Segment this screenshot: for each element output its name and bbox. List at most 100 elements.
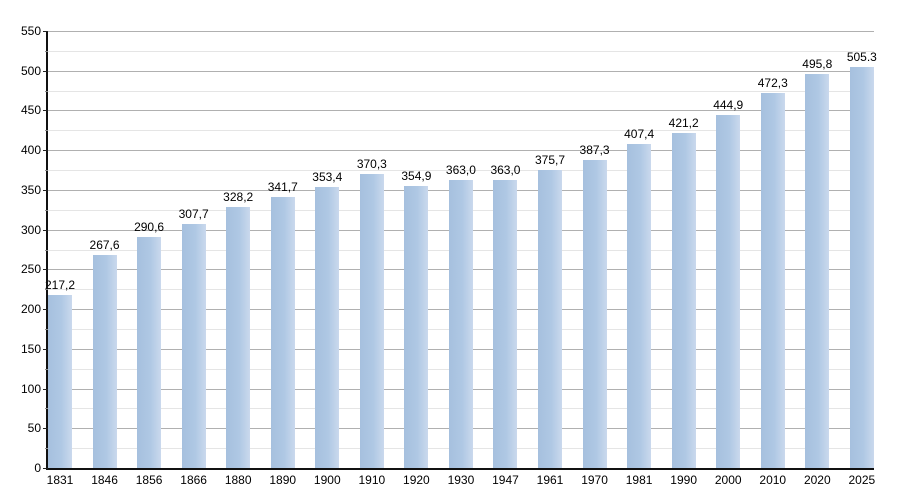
bar-value-label: 307,7 xyxy=(178,206,209,221)
x-axis-tick-label: 1831 xyxy=(46,473,74,487)
y-axis-tick-label: 0 xyxy=(34,461,41,475)
y-axis-minor-tick xyxy=(45,130,48,132)
bar xyxy=(226,207,251,468)
y-axis-minor-tick xyxy=(45,328,48,330)
bar-value-label: 328,2 xyxy=(223,190,254,205)
bar xyxy=(627,144,652,468)
bar-group: 375,7 1961 xyxy=(535,31,566,487)
bar xyxy=(671,133,696,468)
bar xyxy=(582,160,607,468)
x-axis-line xyxy=(46,468,874,470)
x-axis-tick-label: 1981 xyxy=(625,473,653,487)
y-axis-line xyxy=(46,31,48,470)
y-axis-minor-tick xyxy=(45,249,48,251)
bar-group: 387,3 1970 xyxy=(579,31,610,487)
bar-value-label: 495,8 xyxy=(802,57,833,72)
y-axis-major-tick xyxy=(43,428,48,430)
bar xyxy=(92,255,117,468)
bar xyxy=(48,295,72,468)
bar xyxy=(181,223,206,468)
y-axis-major-tick xyxy=(43,31,48,32)
y-axis-minor-tick xyxy=(45,408,48,410)
bar-value-label: 354,9 xyxy=(401,169,432,184)
bar-group: 495,8 2020 xyxy=(802,31,833,487)
bar-group: 444,9 2000 xyxy=(713,31,743,487)
y-axis-major-tick xyxy=(43,229,48,231)
bar xyxy=(315,187,340,468)
y-axis-major-tick xyxy=(43,189,48,191)
x-axis-tick-label: 1947 xyxy=(492,473,519,487)
bar xyxy=(448,179,473,468)
bar-value-label: 353,4 xyxy=(312,170,343,185)
bar-value-label: 387,3 xyxy=(579,143,610,158)
bar xyxy=(538,169,563,468)
bar-value-label: 375,7 xyxy=(535,152,566,167)
bar-value-label: 407,4 xyxy=(624,127,655,142)
y-axis-tick-label: 550 xyxy=(20,24,41,38)
bar-value-label: 217,2 xyxy=(44,278,76,293)
y-axis-minor-tick xyxy=(45,448,48,450)
y-axis-major-tick xyxy=(43,150,48,152)
bar-group: 267,6 1846 xyxy=(89,31,120,487)
bar-group: 421,2 1990 xyxy=(668,31,699,487)
minor-gridline xyxy=(48,170,874,172)
x-axis-tick-label: 2010 xyxy=(759,473,787,487)
y-axis-major-tick xyxy=(43,388,48,390)
x-axis-tick-label: 2025 xyxy=(848,473,876,487)
x-axis-tick-label: 1910 xyxy=(358,473,386,487)
bar xyxy=(137,237,162,468)
bar-value-label: 363,0 xyxy=(490,162,521,177)
x-axis-tick-label: 1961 xyxy=(536,473,564,487)
bar xyxy=(404,186,429,468)
major-gridline xyxy=(48,150,874,152)
x-axis-tick-label: 2000 xyxy=(714,473,742,487)
x-axis-tick-label: 1920 xyxy=(403,473,430,487)
major-gridline xyxy=(48,110,874,112)
x-axis-tick-label: 2020 xyxy=(803,473,831,487)
bar xyxy=(760,92,785,468)
bar-group: 370,3 1910 xyxy=(357,31,387,487)
y-axis-major-tick xyxy=(43,309,48,311)
bar-value-label: 363,0 xyxy=(445,162,476,177)
x-axis-tick-label: 1900 xyxy=(313,473,341,487)
x-axis-tick-label: 1970 xyxy=(581,473,608,487)
bar-value-label: 290,6 xyxy=(134,220,165,235)
y-axis-tick-label: 100 xyxy=(20,381,41,396)
bar xyxy=(849,66,874,468)
bar-group: 354,9 1920 xyxy=(401,31,432,487)
y-axis-tick-label: 350 xyxy=(20,182,41,197)
y-axis-major-tick xyxy=(43,468,48,469)
y-axis-minor-tick xyxy=(45,170,48,172)
bar xyxy=(270,196,295,468)
minor-gridline xyxy=(48,50,874,52)
bar-group: 217,2 1831 xyxy=(44,31,76,487)
x-axis-tick-label: 1866 xyxy=(180,473,207,487)
x-axis-tick-label: 1880 xyxy=(224,473,252,487)
bar-group: 363,0 1930 xyxy=(445,31,476,487)
y-axis-tick-label: 500 xyxy=(20,63,41,78)
bar-value-label: 505.3 xyxy=(846,49,877,64)
y-axis-tick-label: 50 xyxy=(27,421,41,436)
minor-gridline xyxy=(48,130,874,132)
bar-group: 472,3 2010 xyxy=(758,31,788,487)
bar-group: 407,4 1981 xyxy=(624,31,655,487)
bar-group: 363,0 1947 xyxy=(490,31,521,487)
minor-gridline xyxy=(48,90,874,92)
major-gridline xyxy=(48,31,874,32)
x-axis-tick-label: 1890 xyxy=(269,473,297,487)
y-axis-tick-label: 400 xyxy=(20,143,41,158)
bar xyxy=(359,173,384,468)
y-axis-major-tick xyxy=(43,348,48,350)
x-axis-tick-label: 1846 xyxy=(91,473,118,487)
bar-group: 290,6 1856 xyxy=(134,31,165,487)
bar-value-label: 267,6 xyxy=(89,238,120,253)
bar xyxy=(493,179,518,468)
y-axis-tick-label: 250 xyxy=(20,262,41,277)
bar-group: 341,7 1890 xyxy=(268,31,298,487)
bar xyxy=(805,74,830,468)
bar-group: 353,4 1900 xyxy=(312,31,343,487)
bar-value-label: 421,2 xyxy=(668,116,699,131)
bars-row: 217,2 1831 267,6 1846 290,6 1856 307,7 1866 328,… xyxy=(44,31,877,487)
bar xyxy=(716,114,741,468)
